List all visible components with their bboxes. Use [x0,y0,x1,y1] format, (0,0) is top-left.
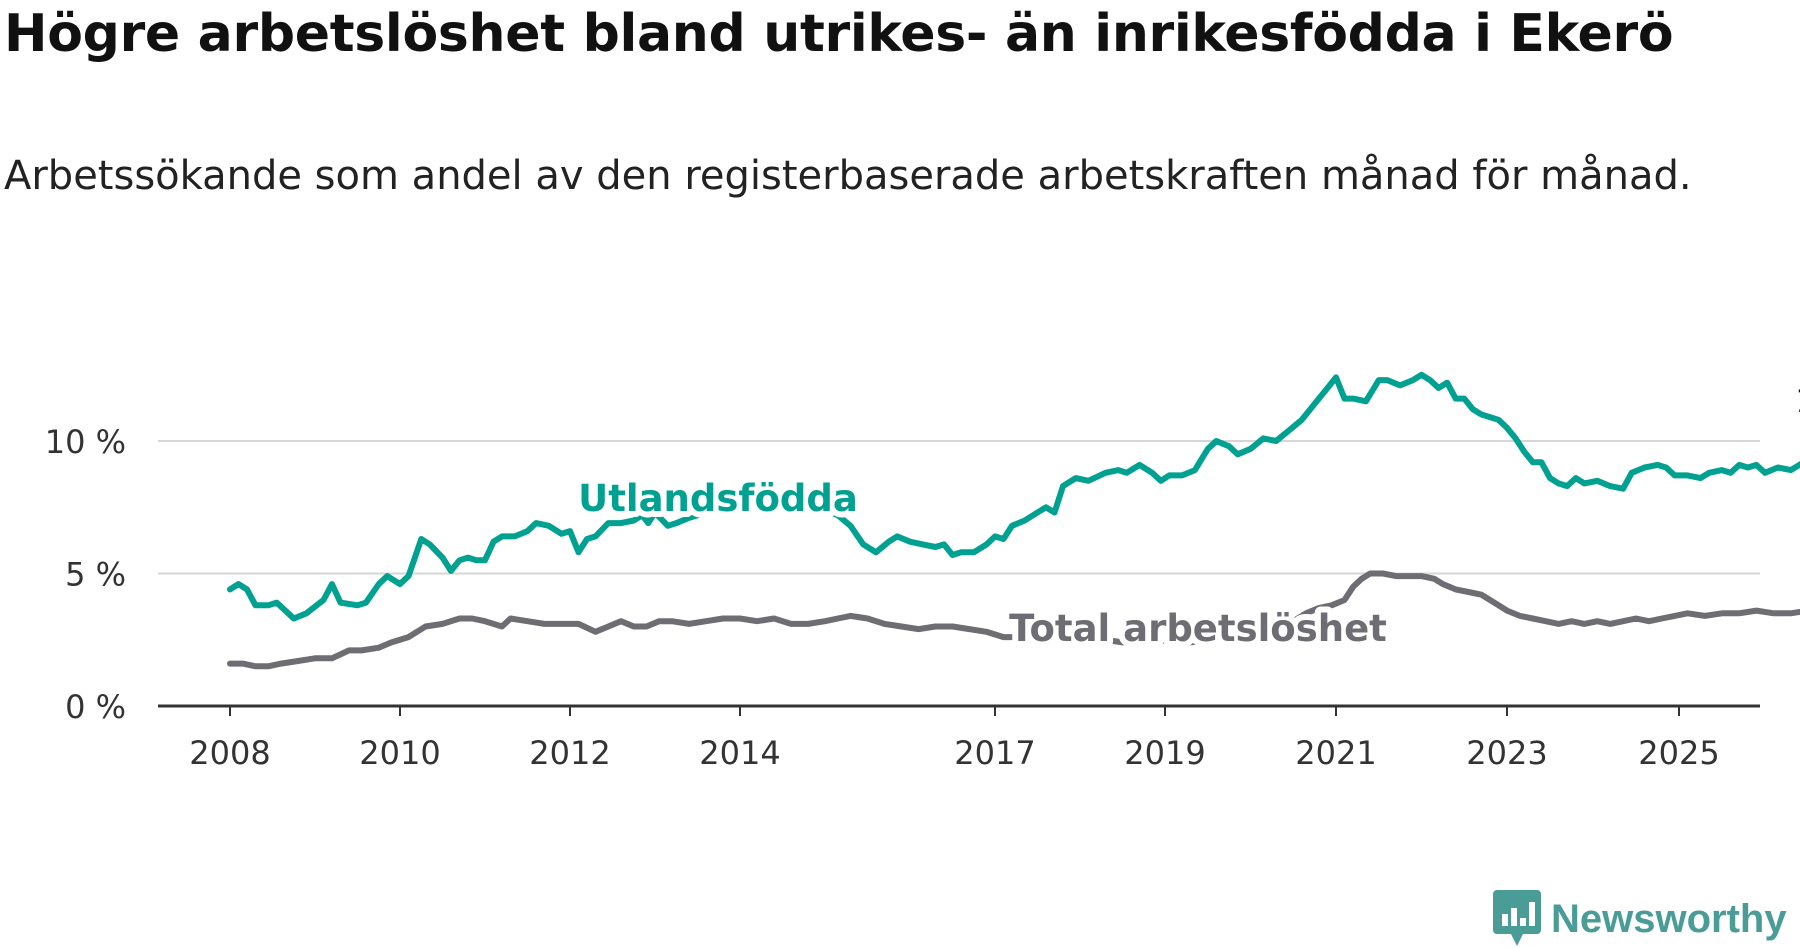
x-tick-label: 2021 [1295,734,1376,772]
series-line-utlandsfödda [227,371,1800,622]
x-tick-label: 2025 [1638,734,1719,772]
x-tick-label: 2012 [529,734,610,772]
series-label-halo: Utlandsfödda [578,477,858,520]
x-tick-label: 2023 [1466,734,1547,772]
y-tick-label: 5 % [65,556,126,594]
newsworthy-brand: Newsworthy [1493,890,1787,948]
y-tick-label: 10 % [45,423,126,461]
series-label: Total arbetslöshet [1009,607,1387,650]
end-value-label: 10,3 % [1795,382,1800,420]
x-tick-label: 2008 [189,734,270,772]
series-line-total-arbetslöshet [227,570,1800,670]
x-tick-label: 2019 [1124,734,1205,772]
x-tick-label: 2010 [359,734,440,772]
brand-name: Newsworthy [1551,896,1787,941]
x-tick-label: 2017 [954,734,1035,772]
y-tick-label: 0 % [65,688,126,726]
newsworthy-logo-icon [1493,890,1541,946]
chart-title: Högre arbetslöshet bland utrikes- än inr… [4,4,1674,64]
chart-subtitle: Arbetssökande som andel av den registerb… [4,153,1692,199]
series-label-halo: Total arbetslöshet [1009,607,1387,650]
x-tick-label: 2014 [699,734,780,772]
series-label: Utlandsfödda [578,477,858,520]
